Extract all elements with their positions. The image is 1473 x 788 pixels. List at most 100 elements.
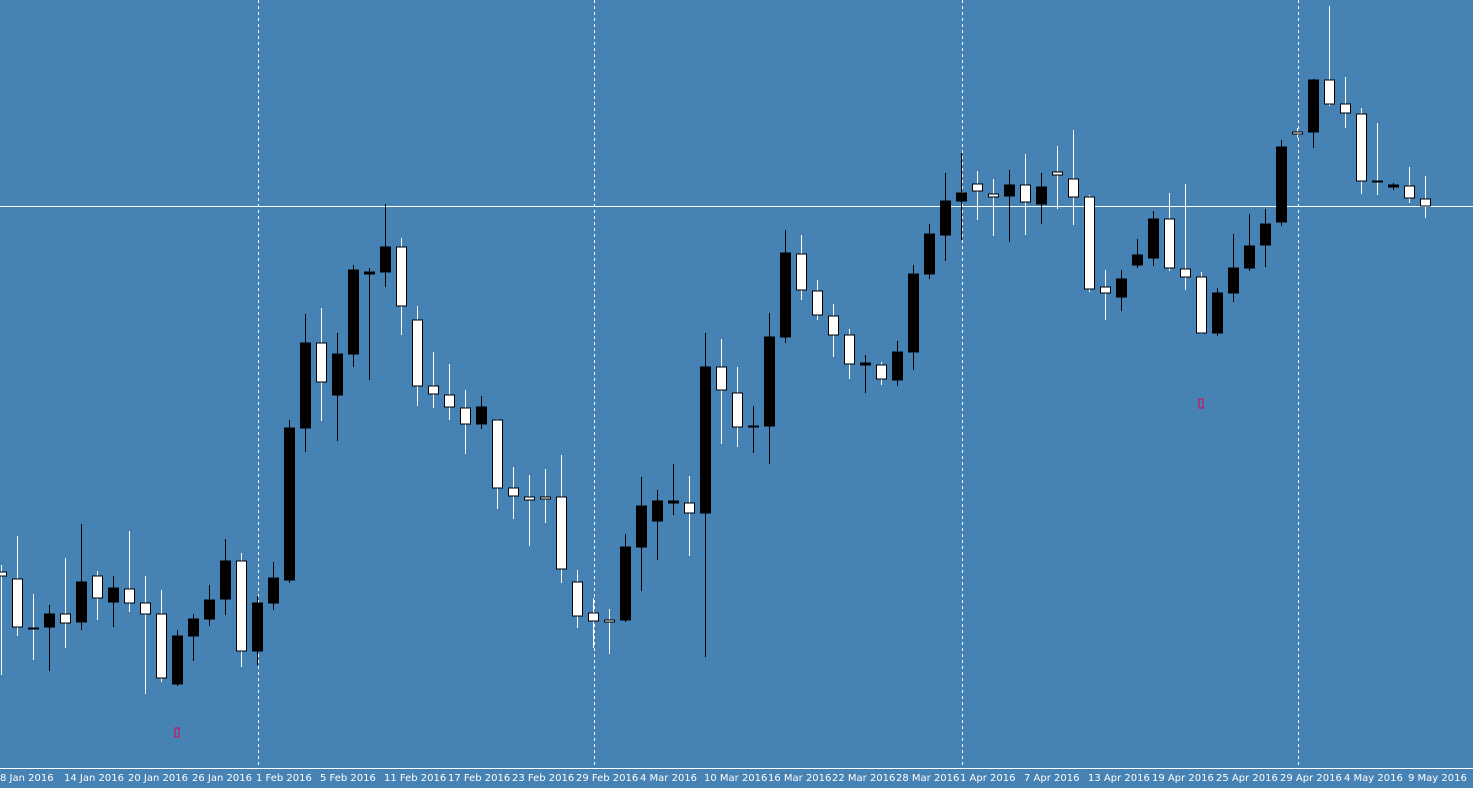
candle	[908, 265, 919, 370]
x-tick-label: 26 Jan 2016	[192, 773, 252, 784]
candle	[620, 534, 631, 622]
candle	[428, 352, 439, 408]
candle	[156, 590, 167, 682]
candle-body	[636, 505, 647, 548]
candle-body	[844, 334, 855, 365]
candle-body	[1196, 276, 1207, 334]
candle	[1324, 6, 1335, 106]
candle	[172, 630, 183, 686]
candle-body	[572, 581, 583, 617]
candle	[764, 313, 775, 464]
candle	[92, 571, 103, 620]
candle	[1244, 214, 1255, 271]
x-tick-label: 29 Apr 2016	[1280, 773, 1342, 784]
candle-body	[1420, 198, 1431, 207]
candle-body	[140, 602, 151, 615]
candle	[716, 339, 727, 444]
candle-body	[156, 613, 167, 679]
candle	[700, 333, 711, 657]
candle-body	[348, 269, 359, 355]
x-tick-label: 4 Mar 2016	[640, 773, 697, 784]
candle-body	[732, 392, 743, 428]
candle	[556, 455, 567, 583]
candle-body	[108, 587, 119, 603]
candle	[668, 464, 679, 515]
candle-body	[1404, 185, 1415, 199]
candle	[1084, 195, 1095, 292]
candle-body	[1292, 131, 1303, 135]
candle	[348, 265, 359, 367]
candle	[396, 238, 407, 335]
candle	[76, 524, 87, 630]
candle	[1068, 130, 1079, 225]
candle-body	[1260, 223, 1271, 246]
candle	[956, 153, 967, 240]
candle-body	[748, 425, 759, 428]
candle-body	[364, 271, 375, 275]
candle	[364, 268, 375, 380]
candle-body	[684, 502, 695, 514]
candle-body	[204, 599, 215, 620]
candle-body	[508, 487, 519, 497]
candle-body	[300, 342, 311, 429]
candle-body	[876, 364, 887, 380]
candle-body	[380, 246, 391, 273]
period-separators	[258, 0, 1299, 768]
candle	[140, 576, 151, 694]
candle	[412, 306, 423, 406]
candle-body	[60, 613, 71, 624]
candle-body	[556, 496, 567, 570]
candle-body	[236, 560, 247, 652]
candle	[1164, 193, 1175, 271]
x-tick-label: 4 May 2016	[1344, 773, 1403, 784]
candle	[1420, 176, 1431, 218]
candle-body	[956, 192, 967, 202]
candle	[652, 490, 663, 560]
x-tick-label: 28 Mar 2016	[896, 773, 959, 784]
x-tick-label: 1 Apr 2016	[960, 773, 1015, 784]
candle	[1036, 173, 1047, 224]
candle	[892, 341, 903, 386]
candle-body	[988, 193, 999, 198]
candle-body	[172, 635, 183, 685]
candle	[460, 390, 471, 454]
candle-body	[780, 252, 791, 338]
candle	[444, 364, 455, 420]
candle-body	[76, 581, 87, 623]
candle-body	[188, 618, 199, 637]
candle-body	[44, 613, 55, 628]
candle-body	[492, 419, 503, 489]
candle	[316, 308, 327, 421]
x-tick-label: 9 May 2016	[1408, 773, 1467, 784]
candle	[1404, 167, 1415, 203]
x-tick-label: 16 Mar 2016	[768, 773, 831, 784]
candle	[284, 420, 295, 583]
candle	[860, 355, 871, 393]
candle-body	[764, 336, 775, 427]
candle	[1388, 183, 1399, 190]
x-tick-label: 22 Mar 2016	[832, 773, 895, 784]
candle-body	[652, 500, 663, 522]
candle-body	[220, 560, 231, 600]
candle	[28, 594, 39, 660]
candle	[108, 576, 119, 627]
candle-body	[940, 200, 951, 236]
candle	[1180, 184, 1191, 290]
candle-body	[1180, 268, 1191, 278]
candle-body	[92, 575, 103, 599]
candle	[1212, 288, 1223, 336]
candle	[492, 419, 503, 509]
candle-body	[1084, 196, 1095, 290]
candle-body	[0, 571, 7, 577]
candle	[1292, 128, 1303, 138]
candle	[380, 204, 391, 287]
candle-body	[1148, 218, 1159, 259]
candle-body	[1388, 184, 1399, 188]
x-tick-label: 23 Feb 2016	[512, 773, 574, 784]
candle-body	[1004, 184, 1015, 197]
candle-body	[1212, 292, 1223, 334]
x-tick-label: 29 Feb 2016	[576, 773, 638, 784]
candle-body	[412, 319, 423, 387]
candle	[732, 367, 743, 447]
candle-body	[1052, 171, 1063, 176]
